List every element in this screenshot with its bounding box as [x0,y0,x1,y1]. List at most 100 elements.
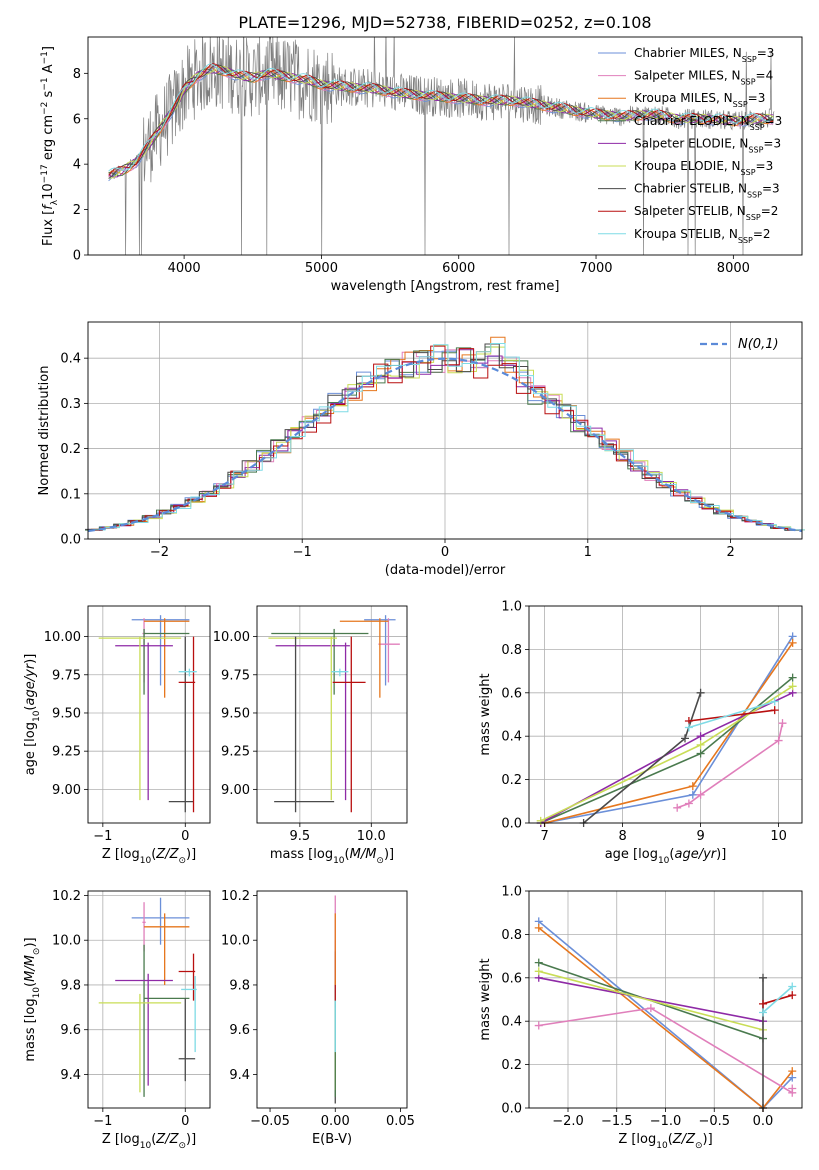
point-marker-salpeter-stelib [770,706,779,715]
series-line-chabrier-stelib [583,692,702,824]
y-tick-label: 9.6 [229,1023,250,1038]
point-marker-salpeter-miles [684,799,693,808]
panel-residuals: −2 −1 0 1 2 0.0 0.1 0.2 0.3 0.4 N(0,1) (data-model)… [37,321,805,578]
x-tick-label: 0.00 [321,1114,350,1129]
y-tick-label: 10.0 [221,934,250,949]
errorbar-chabrier-stelib [168,636,194,813]
point-marker-kroupa-stelib [788,982,797,991]
x-tick-label: −1.5 [601,1114,633,1129]
point-marker-kroupa-miles [688,782,697,791]
x-tick-label: 4000 [168,261,201,276]
series-line-salpeter-stelib [688,709,775,722]
series-line-kroupa-elodie [538,970,764,1031]
legend-label-kroupa-stelib: Kroupa STELIB, NSSP=2 [634,227,771,245]
y-tick-label: 0.6 [501,686,522,701]
x-tick-label: 0 [181,1114,189,1129]
y-tick-label: 10.0 [52,934,81,949]
y-tick-label: 9.75 [52,668,81,683]
residual-legend: N(0,1) [700,337,779,352]
histogram-kroupa-stelib [90,343,805,531]
y-tick-label: 10.00 [213,630,250,645]
y-tick-label: 9.00 [52,783,81,798]
point-marker-kroupa-stelib [759,1008,767,1017]
errorbar-salpeter-miles [378,618,400,683]
y-tick-label: 4 [73,158,81,173]
point-marker-salpeter-miles [788,1084,797,1093]
point-marker-kroupa-miles [534,923,543,932]
plot-area-mass-vs-Z [98,897,197,1097]
errorbar-chabrier-miles [131,897,190,945]
x-axis-label: Z [log10(Z/Z⊙)] [102,847,196,866]
y-tick-label: 9.50 [52,706,81,721]
y-tick-label: 9.8 [229,978,250,993]
x-tick-label: −1.0 [650,1114,682,1129]
x-axis-label: Z [log10(Z/Z⊙)] [102,1132,196,1151]
x-tick-label: 7000 [579,261,612,276]
x-tick-label: −1 [93,829,112,844]
y-tick-label: 0.8 [501,643,522,658]
normal-distribution-curve [87,357,803,533]
errorbar-kroupa-miles [339,618,389,698]
errorbar-salpeter-stelib [332,636,366,813]
y-tick-label: 0.4 [60,352,81,367]
y-tick-label: 9.8 [60,978,81,993]
plot-area-age-vs-Z [98,615,197,813]
panel-spectrum: 4000 5000 6000 7000 8000 0 2 4 6 8 Chabrier MILES,… [40,36,803,294]
point-marker-kroupa-elodie [788,682,797,691]
errorbar-kroupa-elodie [268,636,337,801]
y-tick-label: 0.8 [501,928,522,943]
x-axis-label: age [log10(age/yr)] [605,847,727,866]
y-tick-label: 9.4 [60,1068,81,1083]
point-marker-kroupa-elodie [536,816,545,825]
y-axis-label: mass weight [478,673,493,755]
point-marker-chabrier-elodie [788,673,797,682]
x-tick-label: −0.5 [698,1114,730,1129]
point-marker-kroupa-stelib [770,697,779,706]
panel-mass-vs-EBV: −0.05 0.00 0.05 9.4 9.6 9.8 10.0 10.2 E(B-V) [221,889,415,1147]
model-line-salpeter-stelib [108,63,774,176]
y-tick-label: 0.1 [60,487,81,502]
errorbar-kroupa-elodie [98,636,182,801]
errorbar-salpeter-stelib [178,953,196,1001]
errorbar-chabrier-stelib [178,998,196,1082]
point-marker-salpeter-miles [673,803,682,812]
errorbar-salpeter-elodie [115,642,173,801]
errorbar-chabrier-elodie [271,628,369,695]
y-axis-label: age [log10(age/yr)] [23,654,42,776]
point-marker-chabrier-stelib [681,734,689,743]
x-tick-label: 7 [540,829,548,844]
point-marker-chabrier-elodie [534,958,543,967]
errorbar-kroupa-stelib [331,668,349,677]
histogram-chabrier-miles [85,350,800,531]
errorbar-salpeter-elodie [275,642,350,801]
panel-mass-weight-vs-Z: −2.0 −1.5 −1.0 −0.5 0.0 0.0 0.2 0.4 0.6 0.8 1.0 Z [… [478,885,803,1151]
x-tick-label: 1 [584,545,592,560]
x-tick-label: −1 [293,545,312,560]
point-marker-kroupa-miles [788,638,797,647]
x-tick-label: 9 [696,829,704,844]
plot-area-mass-weight-vs-Z [534,917,797,1112]
x-axis-label: E(B-V) [312,1132,352,1147]
y-axis-label: Flux [fλ10−17 erg cm−2 s−1 A−1] [40,46,60,246]
x-tick-label: 10 [770,829,787,844]
y-tick-label: 10.2 [52,889,81,904]
legend-label-normal: N(0,1) [738,337,779,352]
y-tick-label: 9.00 [221,783,250,798]
errorbar-chabrier-elodie [143,944,190,1097]
y-tick-label: 10.00 [44,630,81,645]
x-tick-label: 0.05 [386,1114,415,1129]
figure-title: PLATE=1296, MJD=52738, FIBERID=0252, z=0… [238,13,651,32]
x-tick-label: 0 [181,829,189,844]
x-tick-label: −1 [93,1114,112,1129]
panel-mass-vs-Z: −1 0 9.4 9.6 9.8 10.0 10.2 Z [log10(Z/Z⊙)] mass … [23,889,211,1151]
y-tick-label: 0.0 [501,817,522,832]
y-tick-label: 9.25 [52,745,81,760]
panel-age-vs-mass: 9.5 10.0 9.00 9.25 9.50 9.75 10.00 mass [log10(… [213,605,408,866]
point-marker-chabrier-stelib [759,973,767,982]
plot-area-residuals [85,336,805,533]
y-tick-label: 1.0 [501,600,522,615]
errorbar-kroupa-miles [144,618,190,698]
axes-frame [87,36,803,256]
